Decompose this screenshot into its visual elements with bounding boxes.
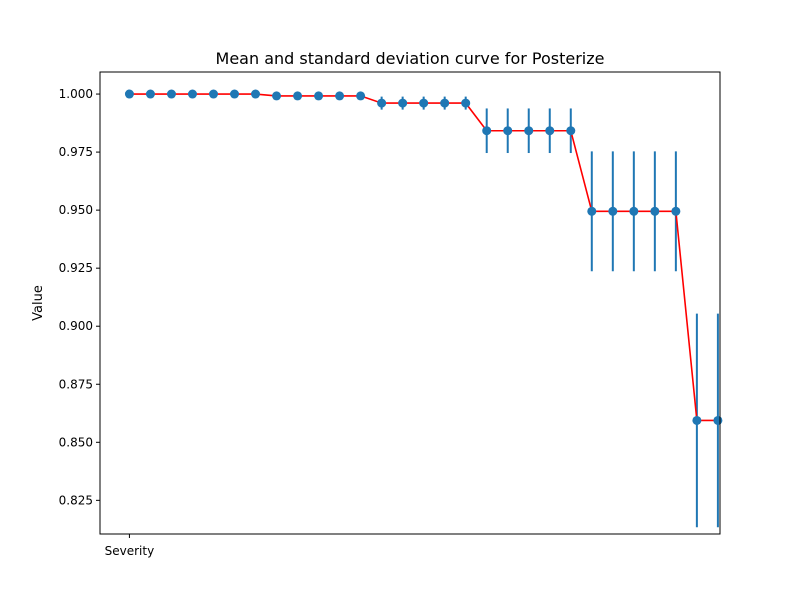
data-point [692,415,702,425]
data-point [482,126,492,136]
data-point [230,89,240,99]
mean-line [129,93,718,422]
x-axis: Severity [105,534,155,558]
data-point [145,89,155,99]
data-point [587,206,597,216]
data-point [335,91,345,101]
y-tick-label: 0.850 [59,435,93,449]
data-point [608,206,618,216]
y-tick-label: 0.925 [59,261,93,275]
data-point [377,98,387,108]
data-point [208,89,218,99]
x-tick-label: Severity [105,544,155,558]
data-point [251,89,261,99]
chart-title: Mean and standard deviation curve for Po… [216,49,605,68]
data-point [566,126,576,136]
data-point [356,91,366,101]
y-tick-label: 0.900 [59,319,93,333]
data-point [503,126,513,136]
y-tick-label: 1.000 [59,87,93,101]
data-point [440,98,450,108]
y-axis: 0.825 0.850 0.875 0.900 0.925 0.950 0.975 1.000 [59,87,100,507]
data-point [398,98,408,108]
y-tick-label: 0.875 [59,377,93,391]
data-point [524,126,534,136]
data-point [545,126,555,136]
data-point [713,415,723,425]
y-axis-label: Value [31,285,46,321]
data-point [124,89,134,99]
data-point [671,206,681,216]
data-point [650,206,660,216]
data-point [419,98,429,108]
y-tick-label: 0.950 [59,203,93,217]
axes-frame [99,71,721,535]
y-tick-label: 0.975 [59,145,93,159]
y-tick-label: 0.825 [59,493,93,507]
data-point [314,91,324,101]
data-point [272,91,282,101]
data-point [293,91,303,101]
data-point [166,89,176,99]
data-point [187,89,197,99]
data-point [629,206,639,216]
data-point [461,98,471,108]
plot-area [124,89,723,528]
